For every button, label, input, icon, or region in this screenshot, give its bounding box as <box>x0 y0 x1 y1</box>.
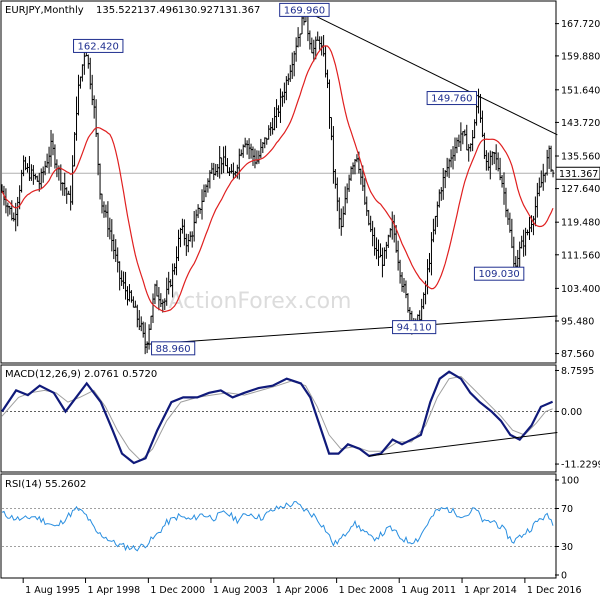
price-tick-label: 167.720 <box>561 19 600 30</box>
trendline <box>304 10 558 136</box>
rsi-tick-label: 0 <box>561 571 567 582</box>
watermark: ActionForex.com <box>169 289 352 314</box>
price-label-box <box>426 91 478 106</box>
price-tick-label: 87.560 <box>561 349 594 360</box>
time-tick-label: 1 Aug 2003 <box>213 585 268 596</box>
last-price-box <box>555 166 600 180</box>
price-tick-label: 151.640 <box>561 85 600 96</box>
price-label-box <box>279 2 330 17</box>
price-pane <box>0 0 557 364</box>
price-label-box <box>151 341 196 356</box>
macd-label: MACD(12,26,9) 2.0761 0.5720 <box>5 369 157 380</box>
price-tick-label: 135.560 <box>561 151 600 162</box>
macd-pane <box>0 364 557 473</box>
macd-main-line <box>1 370 554 465</box>
macd-tick-label: -11.2299 <box>561 460 600 471</box>
ohlc-open: 135.522 <box>96 5 137 16</box>
price-tick-label: 119.480 <box>561 218 600 229</box>
price-tick-label: 111.560 <box>561 250 600 261</box>
time-tick-label: 1 Aug 2011 <box>401 585 456 596</box>
rsi-tick-label: 70 <box>561 504 573 515</box>
time-axis: 1 Aug 1995 1 Apr 1998 1 Dec 2000 1 Aug 2003… <box>22 578 582 596</box>
macd-tick-label: 8.7595 <box>561 366 594 377</box>
rsi-tick-label: 30 <box>561 542 573 553</box>
last-price-label: 131.367 <box>559 169 598 180</box>
macd-axis: 8.7595 0.00 -11.2299 <box>555 366 600 471</box>
macd-tick-label: 0.00 <box>561 407 582 418</box>
time-tick-label: 1 Apr 2014 <box>464 585 517 596</box>
price-label-text: 88.960 <box>156 344 191 355</box>
price-tick-label: 95.480 <box>561 316 594 327</box>
time-tick-label: 1 Dec 2000 <box>150 585 205 596</box>
ohlc-low: 130.927 <box>178 5 219 16</box>
price-label-box <box>473 266 525 281</box>
moving-average-line <box>1 45 554 313</box>
price-label-text: 94.110 <box>397 323 432 334</box>
price-tick-label: 159.880 <box>561 51 600 62</box>
time-tick-label: 1 Dec 2016 <box>527 585 582 596</box>
price-tick-label: 143.720 <box>561 118 600 129</box>
time-tick-label: 1 Apr 2006 <box>276 585 329 596</box>
time-tick-label: 1 Apr 1998 <box>88 585 141 596</box>
trendline <box>145 315 558 345</box>
price-label-text: 109.030 <box>478 269 519 280</box>
rsi-tick-label: 100 <box>561 476 579 487</box>
rsi-label: RSI(14) 55.2602 <box>5 479 86 490</box>
price-label-text: 149.760 <box>431 94 472 105</box>
symbol-label: EURJPY,Monthly <box>5 5 84 16</box>
price-label-text: 169.960 <box>284 5 325 16</box>
ohlc-close: 131.367 <box>219 5 260 16</box>
price-label-box <box>73 38 124 53</box>
time-tick-label: 1 Dec 2008 <box>339 585 394 596</box>
macd-trendline <box>369 432 558 457</box>
time-tick-label: 1 Aug 1995 <box>25 585 80 596</box>
price-label-text: 162.420 <box>78 41 119 52</box>
price-tick-label: 127.640 <box>561 184 600 195</box>
price-axis: 167.720 159.880 151.640 143.720 135.560 127.6… <box>555 19 600 360</box>
ohlc-high: 137.496 <box>137 5 178 16</box>
price-tick-label: 103.400 <box>561 284 600 295</box>
rsi-line <box>1 501 554 552</box>
price-label-box <box>392 320 437 335</box>
rsi-axis: 100 70 30 0 <box>555 476 579 582</box>
